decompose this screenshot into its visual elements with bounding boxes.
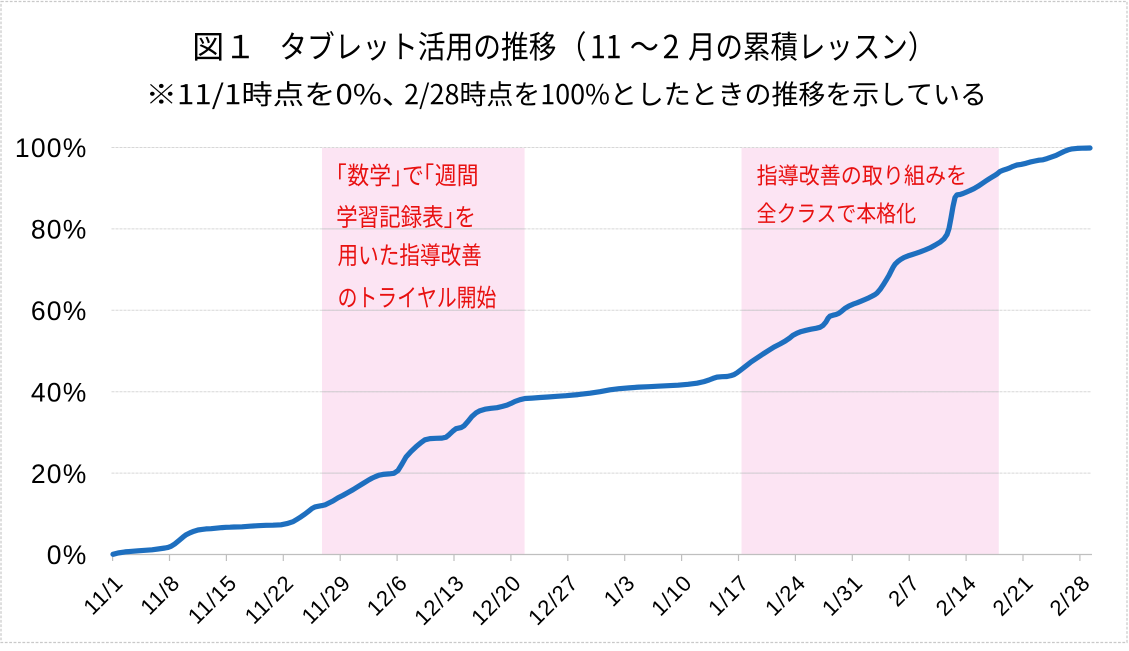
svg-text:40%: 40% xyxy=(31,377,88,407)
svg-text:100%: 100% xyxy=(15,133,88,163)
svg-text:60%: 60% xyxy=(31,296,88,326)
svg-text:80%: 80% xyxy=(31,215,88,245)
svg-text:0%: 0% xyxy=(47,540,88,570)
svg-text:20%: 20% xyxy=(31,459,88,489)
